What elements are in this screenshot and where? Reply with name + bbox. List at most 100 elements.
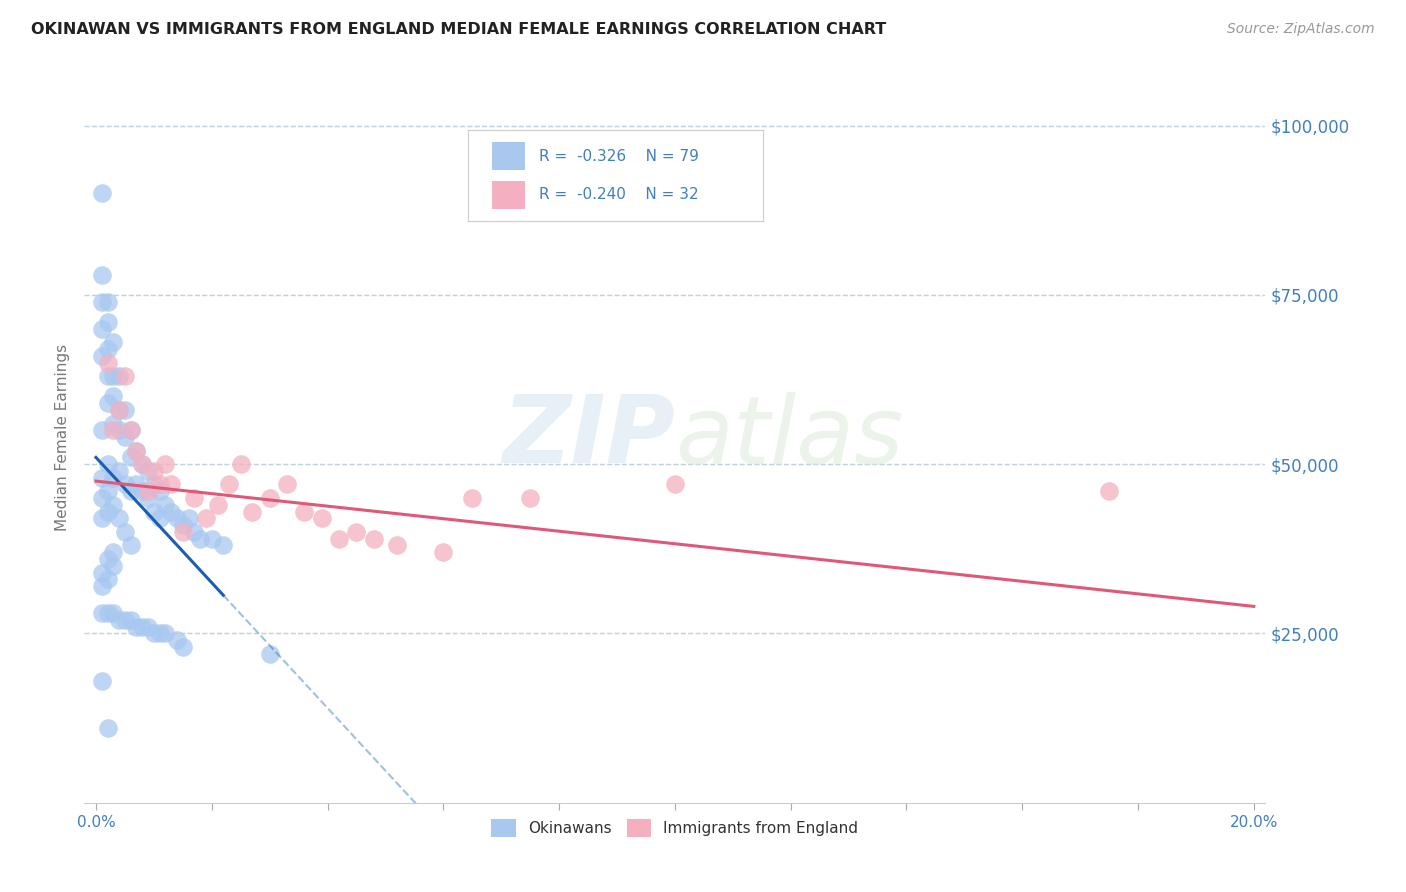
Point	[108, 464, 131, 478]
Point	[149, 511, 172, 525]
Point	[1098, 484, 1121, 499]
Point	[172, 524, 194, 539]
Text: R =  -0.326    N = 79: R = -0.326 N = 79	[538, 149, 699, 164]
Point	[125, 443, 148, 458]
Point	[194, 511, 217, 525]
Point	[212, 538, 235, 552]
Point	[120, 484, 142, 499]
Point	[96, 457, 118, 471]
Point	[103, 471, 125, 485]
Point	[207, 498, 229, 512]
FancyBboxPatch shape	[468, 130, 763, 221]
Point	[96, 552, 118, 566]
Point	[90, 349, 112, 363]
Point	[120, 613, 142, 627]
Point	[188, 532, 211, 546]
Point	[96, 484, 118, 499]
Point	[90, 294, 112, 309]
FancyBboxPatch shape	[492, 143, 524, 170]
Point	[120, 423, 142, 437]
Point	[108, 511, 131, 525]
Point	[103, 606, 125, 620]
Point	[96, 572, 118, 586]
Point	[96, 721, 118, 735]
Point	[103, 498, 125, 512]
Point	[183, 491, 205, 505]
Text: atlas: atlas	[675, 392, 903, 483]
Point	[363, 532, 385, 546]
Point	[90, 268, 112, 282]
Point	[172, 518, 194, 533]
Point	[461, 491, 484, 505]
Point	[142, 477, 165, 491]
Point	[183, 524, 205, 539]
Point	[96, 355, 118, 369]
Point	[155, 457, 177, 471]
Point	[108, 403, 131, 417]
Point	[292, 505, 315, 519]
Point	[131, 457, 153, 471]
Point	[90, 423, 112, 437]
Point	[519, 491, 541, 505]
Point	[177, 511, 200, 525]
Point	[108, 369, 131, 384]
Point	[160, 477, 183, 491]
Point	[664, 477, 686, 491]
Point	[142, 505, 165, 519]
Point	[136, 620, 159, 634]
Point	[385, 538, 408, 552]
Point	[149, 477, 172, 491]
Point	[131, 620, 153, 634]
Point	[103, 389, 125, 403]
Point	[155, 626, 177, 640]
Point	[90, 579, 112, 593]
Point	[114, 477, 136, 491]
Legend: Okinawans, Immigrants from England: Okinawans, Immigrants from England	[485, 813, 865, 843]
Text: OKINAWAN VS IMMIGRANTS FROM ENGLAND MEDIAN FEMALE EARNINGS CORRELATION CHART: OKINAWAN VS IMMIGRANTS FROM ENGLAND MEDI…	[31, 22, 886, 37]
Point	[96, 396, 118, 410]
Point	[96, 315, 118, 329]
Text: R =  -0.240    N = 32: R = -0.240 N = 32	[538, 187, 699, 202]
Point	[142, 464, 165, 478]
Point	[96, 369, 118, 384]
Point	[96, 505, 118, 519]
Point	[96, 342, 118, 356]
Point	[90, 511, 112, 525]
Point	[120, 538, 142, 552]
Point	[201, 532, 224, 546]
Point	[259, 647, 281, 661]
Point	[149, 484, 172, 499]
Point	[96, 294, 118, 309]
Point	[90, 566, 112, 580]
Point	[114, 524, 136, 539]
Point	[114, 403, 136, 417]
Point	[125, 443, 148, 458]
Point	[240, 505, 263, 519]
Text: Source: ZipAtlas.com: Source: ZipAtlas.com	[1227, 22, 1375, 37]
Point	[166, 633, 188, 648]
Point	[136, 491, 159, 505]
Point	[90, 606, 112, 620]
Point	[114, 369, 136, 384]
Point	[103, 423, 125, 437]
Point	[172, 640, 194, 654]
Point	[90, 186, 112, 201]
FancyBboxPatch shape	[492, 181, 524, 209]
Point	[328, 532, 350, 546]
Point	[136, 484, 159, 499]
Point	[103, 369, 125, 384]
Point	[103, 558, 125, 573]
Point	[90, 322, 112, 336]
Point	[125, 477, 148, 491]
Point	[103, 545, 125, 559]
Point	[136, 464, 159, 478]
Point	[90, 491, 112, 505]
Point	[131, 484, 153, 499]
Point	[259, 491, 281, 505]
Point	[90, 673, 112, 688]
Point	[218, 477, 240, 491]
Point	[160, 505, 183, 519]
Point	[103, 417, 125, 431]
Point	[142, 626, 165, 640]
Point	[166, 511, 188, 525]
